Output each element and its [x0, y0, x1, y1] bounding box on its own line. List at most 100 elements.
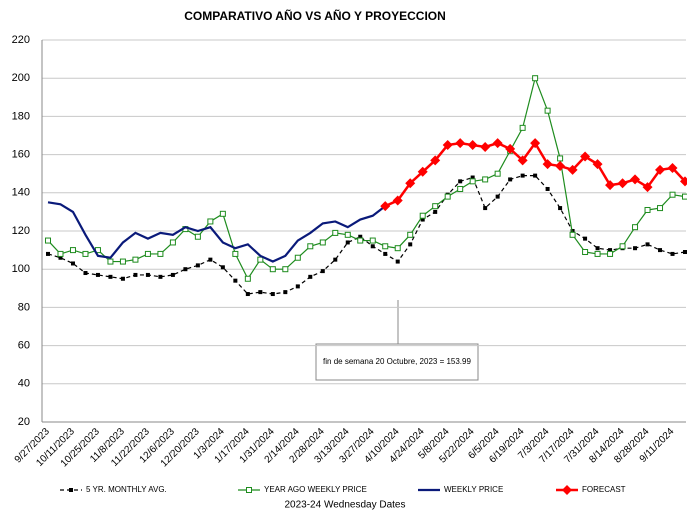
point — [319, 239, 326, 246]
point — [557, 155, 564, 162]
point — [82, 250, 89, 257]
point — [195, 263, 200, 268]
point — [605, 180, 616, 191]
point — [594, 250, 601, 257]
point — [344, 231, 351, 238]
legend-label: WEEKLY PRICE — [444, 485, 503, 494]
point — [295, 284, 300, 289]
point — [169, 239, 176, 246]
y-tick-label: 140 — [12, 187, 30, 199]
point — [592, 159, 603, 170]
point — [617, 178, 628, 189]
point — [107, 258, 114, 265]
point — [480, 141, 491, 152]
point — [245, 292, 250, 297]
legend-marker — [562, 485, 572, 495]
point — [642, 182, 653, 193]
point — [458, 179, 463, 184]
point — [357, 237, 364, 244]
point — [232, 250, 239, 257]
y-tick-label: 180 — [12, 110, 30, 122]
point — [683, 250, 687, 255]
point — [70, 261, 75, 266]
point — [658, 248, 663, 253]
point — [307, 243, 314, 250]
point — [408, 242, 413, 247]
point — [520, 173, 525, 178]
point — [57, 250, 64, 257]
point — [580, 151, 591, 162]
point — [157, 250, 164, 257]
point — [219, 210, 226, 217]
point — [133, 272, 138, 277]
point — [467, 140, 478, 151]
point — [119, 258, 126, 265]
point — [370, 244, 375, 249]
point — [170, 272, 175, 277]
point — [680, 176, 687, 187]
point — [505, 143, 516, 154]
y-tick-label: 100 — [12, 263, 30, 275]
point — [582, 249, 589, 256]
point — [183, 267, 188, 272]
legend-label: FORECAST — [582, 485, 626, 494]
point — [655, 164, 666, 175]
point — [208, 257, 213, 262]
point — [508, 177, 513, 182]
point — [69, 247, 76, 254]
point — [583, 236, 588, 241]
point — [542, 159, 553, 170]
y-tick-label: 40 — [18, 378, 30, 390]
point — [392, 195, 403, 206]
point — [483, 206, 488, 211]
point — [282, 266, 289, 273]
series-line — [47, 76, 686, 280]
point — [444, 193, 451, 200]
point — [308, 274, 313, 279]
point — [657, 205, 664, 212]
chart-title: COMPARATIVO AÑO VS AÑO Y PROYECCION — [184, 8, 446, 23]
y-tick-label: 120 — [12, 225, 30, 237]
point — [220, 265, 225, 270]
point — [469, 178, 476, 185]
point — [532, 75, 539, 82]
point — [669, 191, 676, 198]
point — [633, 246, 638, 251]
point — [533, 173, 538, 178]
point — [682, 193, 687, 200]
point — [95, 272, 100, 277]
point — [545, 186, 550, 191]
point — [46, 251, 50, 256]
y-tick-label: 220 — [12, 34, 30, 46]
point — [455, 138, 466, 149]
point — [144, 250, 151, 257]
point — [419, 212, 426, 219]
point — [145, 272, 150, 277]
annotation: fin de semana 20 Octubre, 2023 = 153.99 — [323, 357, 471, 366]
point — [333, 257, 338, 262]
point — [120, 276, 125, 281]
y-tick-label: 200 — [12, 72, 30, 84]
point — [558, 206, 563, 211]
series-line — [47, 201, 386, 263]
point — [433, 209, 438, 214]
point — [492, 138, 503, 149]
point — [207, 218, 214, 225]
y-tick-label: 160 — [12, 149, 30, 161]
point — [294, 254, 301, 261]
point — [83, 271, 88, 276]
point — [555, 161, 566, 172]
point — [345, 240, 350, 245]
point — [332, 229, 339, 236]
point — [269, 266, 276, 273]
point — [132, 256, 139, 263]
y-tick-label: 20 — [18, 416, 30, 428]
point — [519, 124, 526, 131]
point — [395, 259, 400, 264]
point — [457, 185, 464, 192]
point — [382, 243, 389, 250]
point — [257, 256, 264, 263]
point — [405, 178, 416, 189]
point — [380, 201, 391, 212]
point — [417, 166, 428, 177]
